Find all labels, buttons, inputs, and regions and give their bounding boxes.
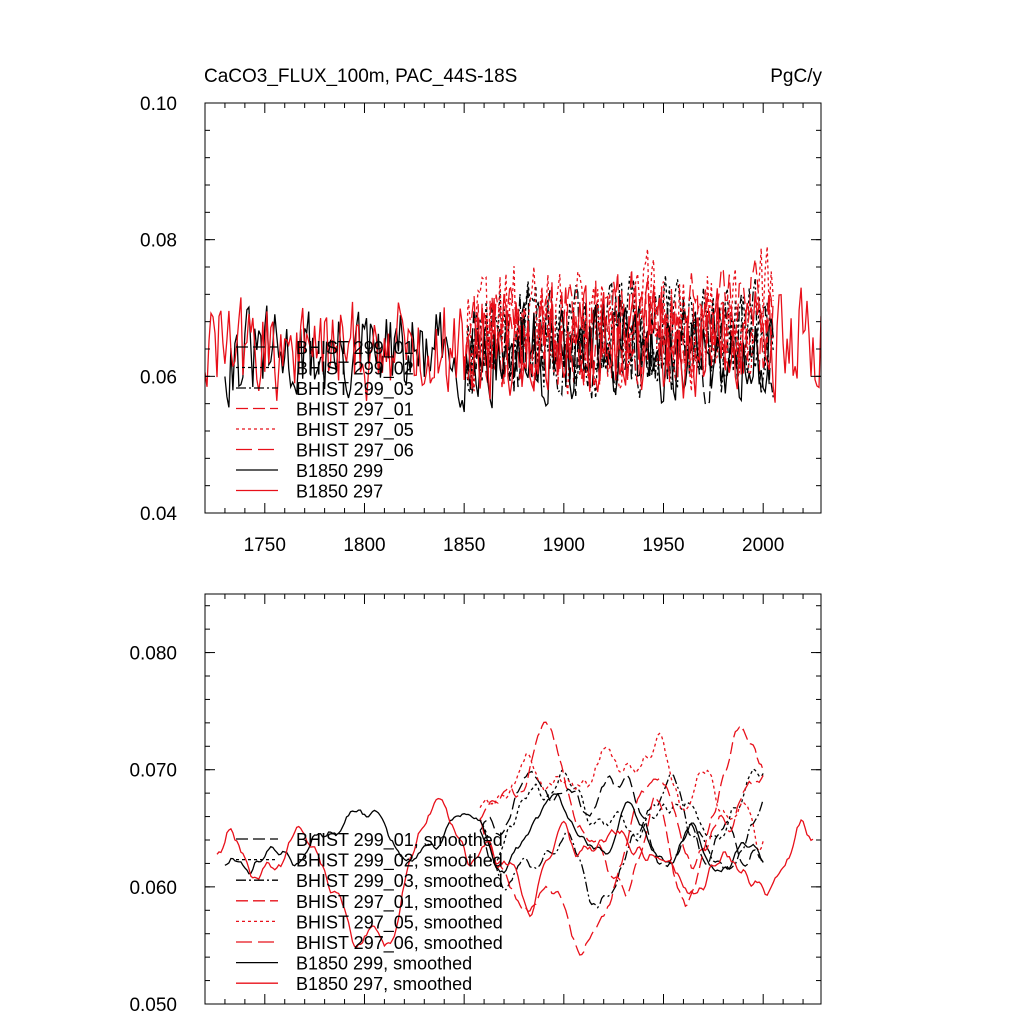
legend-label: B1850 299, smoothed: [296, 954, 472, 974]
x-tick-label: 1750: [244, 535, 286, 556]
series-line-bhist-299-03: [463, 278, 774, 398]
x-tick-label: 1900: [543, 535, 585, 556]
top-panel-units: PgC/y: [770, 66, 822, 87]
x-tick-label: 1850: [443, 535, 485, 556]
y-tick-label: 0.080: [129, 644, 177, 665]
y-tick-label: 0.10: [140, 94, 177, 115]
legend-label: BHIST 299_01, smoothed: [296, 830, 503, 851]
legend-label: BHIST 297_05: [296, 420, 414, 441]
top-panel-title: CaCO3_FLUX_100m, PAC_44S-18S: [204, 66, 517, 87]
y-tick-label: 0.050: [129, 995, 177, 1016]
series-line-bhist-297-06-smoothed: [479, 775, 764, 956]
bottom-axis-ticks: 0.050 0.060 0.070 0.080: [129, 594, 821, 1016]
legend-label: BHIST 297_06, smoothed: [296, 933, 503, 954]
series-line-bhist-297-05-smoothed: [479, 732, 764, 853]
legend-label: BHIST 297_01, smoothed: [296, 892, 503, 913]
legend-label: B1850 297, smoothed: [296, 974, 472, 994]
legend-label: BHIST 297_06: [296, 441, 414, 462]
x-tick-label: 1800: [343, 535, 385, 556]
top-series-layer: [205, 246, 821, 413]
bottom-panel: 0.050 0.060 0.070 0.080 BHIST 299_01, smoot…: [129, 593, 822, 1016]
series-line-bhist-297-05: [463, 246, 774, 396]
bottom-series-layer: [216, 721, 814, 956]
series-line-bhist-297-01-smoothed: [479, 721, 764, 908]
legend-label: BHIST 299_02: [296, 359, 414, 380]
top-axis-ticks: 1750 1800 1850 1900 1950 2000 0.04 0.06 0.08 0.10: [140, 94, 821, 556]
bottom-plot-frame: [204, 593, 822, 1005]
y-tick-label: 0.070: [129, 761, 177, 782]
y-tick-label: 0.06: [140, 367, 177, 388]
legend-label: BHIST 297_05, smoothed: [296, 912, 503, 933]
series-line-bhist-299-01-smoothed: [479, 770, 764, 868]
x-tick-label: 1950: [642, 535, 684, 556]
series-line-bhist-299-02-smoothed: [479, 768, 764, 863]
series-line-b1850-299-smoothed: [224, 792, 764, 875]
legend-label: BHIST 299_03, smoothed: [296, 871, 503, 892]
legend-label: BHIST 299_03: [296, 379, 414, 400]
legend-label: BHIST 297_01: [296, 400, 414, 421]
top-panel: CaCO3_FLUX_100m, PAC_44S-18S PgC/y 1750 1…: [140, 66, 822, 556]
series-line-b1850-297: [205, 285, 821, 403]
y-tick-label: 0.08: [140, 231, 177, 252]
x-tick-label: 2000: [742, 535, 784, 556]
legend-label: BHIST 299_01: [296, 338, 414, 359]
y-tick-label: 0.04: [140, 504, 177, 525]
legend-label: BHIST 299_02, smoothed: [296, 851, 503, 872]
y-tick-label: 0.060: [129, 878, 177, 899]
top-plot-frame: [204, 102, 822, 514]
legend-label: B1850 297: [296, 482, 383, 502]
series-line-b1850-297-smoothed: [216, 797, 814, 949]
series-line-bhist-299-03-smoothed: [479, 773, 764, 909]
legend-label: B1850 299: [296, 461, 383, 481]
